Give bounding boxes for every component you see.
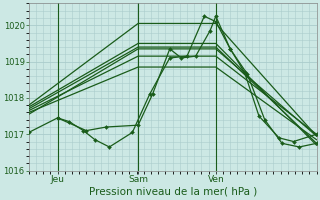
- X-axis label: Pression niveau de la mer( hPa ): Pression niveau de la mer( hPa ): [89, 187, 257, 197]
